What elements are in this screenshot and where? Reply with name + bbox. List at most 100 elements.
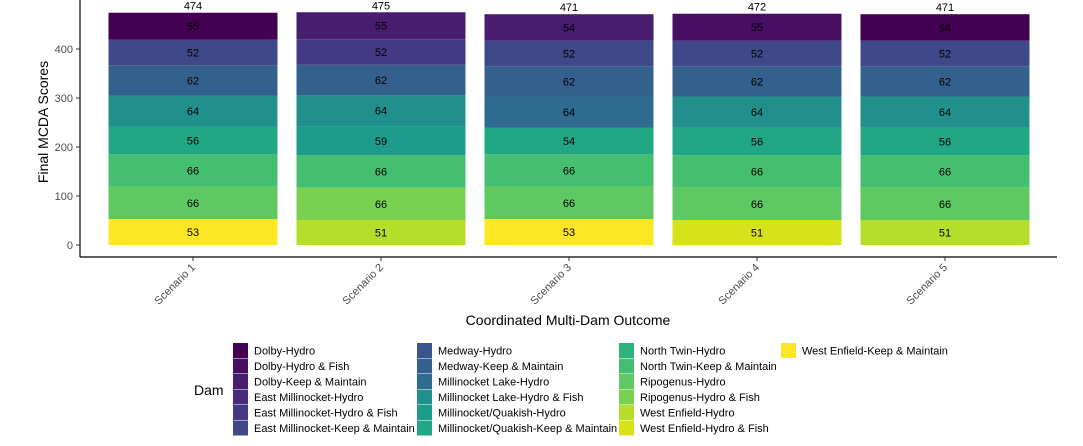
- bar-segment-label: 66: [187, 166, 199, 178]
- bar-segment-label: 56: [939, 137, 951, 149]
- legend-label: Millinocket/Quakish-Keep & Maintain: [438, 423, 617, 435]
- legend-label: Dolby-Hydro & Fish: [254, 361, 349, 373]
- legend-swatch: [233, 420, 248, 436]
- legend-swatch: [619, 374, 634, 389]
- y-tick-label: 200: [55, 142, 73, 154]
- bar-segment: [484, 186, 654, 220]
- bar-segment: [672, 96, 842, 128]
- legend: Dolby-Hydro Dolby-Hydro & Fish Dolby-Keep …: [233, 343, 948, 436]
- bar-segment-label: 55: [187, 21, 199, 33]
- bar-segment-label: 59: [375, 136, 387, 148]
- bar-segment-label: 55: [751, 22, 763, 34]
- bar-segment: [860, 127, 1030, 156]
- bar-segment: [860, 14, 1030, 41]
- legend-label: East Millinocket-Hydro & Fish: [254, 408, 398, 420]
- bar-segment-label: 53: [187, 227, 199, 239]
- legend-title: Dam: [194, 382, 224, 398]
- bar-segment-label: 66: [939, 167, 951, 179]
- bar-segment: [108, 186, 278, 220]
- legend-swatch: [417, 374, 432, 389]
- bar-segment-label: 62: [563, 76, 575, 88]
- bar-segment-label: 64: [187, 106, 199, 118]
- y-ticks-layer: 0 100 200 300 400: [55, 44, 80, 252]
- bar-segment-label: 56: [751, 137, 763, 149]
- legend-label: Ripogenus-Hydro: [640, 377, 726, 389]
- bar-total-label: 471: [936, 2, 954, 14]
- x-ticks-layer: Scenario 1 Scenario 2 Scenario 3 Scenario 4…: [152, 257, 950, 307]
- bar-segment: [296, 64, 466, 96]
- bar-segment-label: 66: [563, 198, 575, 210]
- bar-segment-label: 62: [187, 75, 199, 87]
- bar-segment-label: 64: [939, 107, 951, 119]
- bar-segment: [860, 40, 1030, 67]
- legend-swatch: [233, 374, 248, 389]
- bar-segment: [672, 66, 842, 97]
- bar-segment: [484, 154, 654, 187]
- legend-swatch: [417, 343, 432, 358]
- bar-segment: [108, 219, 278, 245]
- x-tick-label: Scenario 2: [340, 262, 386, 308]
- bar-segment-label: 52: [187, 47, 199, 59]
- bar-segment: [860, 155, 1030, 188]
- bar-segment: [296, 95, 466, 127]
- x-tick-label: Scenario 5: [904, 262, 950, 308]
- x-axis-title: Coordinated Multi-Dam Outcome: [466, 312, 671, 328]
- bar-segment-label: 52: [563, 48, 575, 60]
- y-tick-label: 0: [67, 240, 73, 252]
- bar-segment-label: 66: [751, 167, 763, 179]
- bar-segment-label: 55: [375, 21, 387, 33]
- y-tick-label: 100: [55, 191, 73, 203]
- legend-label: Millinocket Lake-Hydro & Fish: [438, 392, 584, 404]
- bar-segment-label: 66: [563, 166, 575, 178]
- bar-segment: [860, 66, 1030, 97]
- bar-segment-label: 52: [751, 48, 763, 60]
- bar-segment: [484, 14, 654, 41]
- bar-segment: [860, 96, 1030, 128]
- bar-segment-label: 51: [751, 228, 763, 240]
- legend-label: East Millinocket-Keep & Maintain: [254, 423, 415, 435]
- bar-segment-label: 66: [187, 198, 199, 210]
- bar-segment: [672, 155, 842, 188]
- bar-segment-label: 66: [375, 199, 387, 211]
- y-axis-title: Final MCDA Scores: [35, 61, 51, 183]
- bar-segment-label: 52: [375, 47, 387, 59]
- bar-segment: [484, 127, 654, 155]
- bar-segment: [672, 127, 842, 156]
- legend-swatch: [417, 358, 432, 374]
- bar-segment: [296, 220, 466, 245]
- bar-segment: [296, 12, 466, 40]
- bar-total-label: 471: [560, 2, 578, 14]
- bar-segment-label: 54: [563, 22, 575, 34]
- bar-segment-label: 62: [375, 75, 387, 87]
- legend-swatch: [417, 389, 432, 405]
- bar-segment: [672, 40, 842, 67]
- bar-segment: [108, 154, 278, 187]
- y-tick-label: 300: [55, 93, 73, 105]
- legend-label: North Twin-Hydro: [640, 346, 725, 358]
- x-tick-label: Scenario 4: [716, 262, 762, 308]
- y-tick-label: 400: [55, 44, 73, 56]
- bar-segment-label: 52: [939, 48, 951, 60]
- bar-segment: [484, 40, 654, 67]
- bar-total-label: 475: [372, 0, 390, 12]
- legend-label: West Enfield-Hydro & Fish: [640, 423, 769, 435]
- bar-total-label: 472: [748, 2, 766, 14]
- legend-swatch: [233, 389, 248, 405]
- legend-swatch: [619, 405, 634, 420]
- bar-segment-label: 64: [563, 107, 575, 119]
- bar-segment: [108, 65, 278, 96]
- bar-segment: [484, 96, 654, 128]
- bar-segment-label: 66: [939, 199, 951, 211]
- bar-segment-label: 64: [751, 107, 763, 119]
- bar-segment-label: 66: [751, 199, 763, 211]
- bar-segment: [672, 13, 842, 41]
- bar-segment: [484, 219, 654, 245]
- legend-swatch: [619, 358, 634, 374]
- bar-total-label: 474: [184, 1, 202, 13]
- legend-swatch: [233, 343, 248, 358]
- bar-segment-label: 51: [375, 228, 387, 240]
- bar-segment-label: 62: [751, 76, 763, 88]
- bar-segment: [296, 39, 466, 65]
- bar-segment-label: 64: [375, 106, 387, 118]
